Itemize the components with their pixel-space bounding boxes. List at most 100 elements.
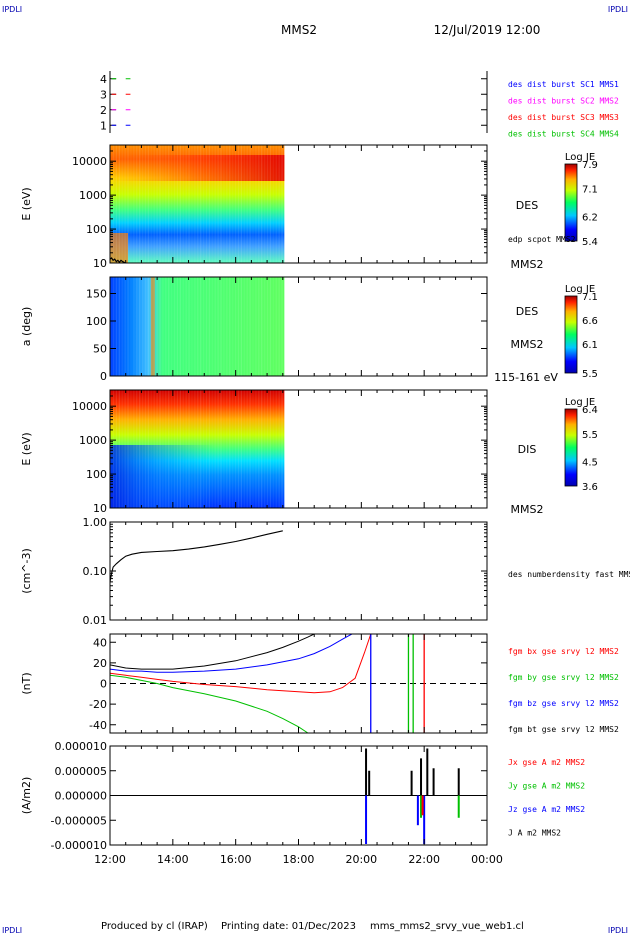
panel-frame: [109, 521, 488, 621]
y-tick-label: 150: [86, 288, 107, 301]
colorbar-tick-label: 6.6: [582, 316, 598, 327]
x-axis: 12:00 14:00 16:00 18:00 20:00 22:00 00:00: [94, 853, 503, 866]
spectrogram-streak: [252, 390, 254, 508]
spectrogram-streak: [191, 390, 193, 508]
spectrogram-streak: [237, 390, 240, 508]
colorbar-tick-label: 7.9: [582, 160, 598, 171]
legend-entry: fgm bt gse srvy l2 MMS2: [508, 725, 619, 734]
spectrogram-streak: [194, 390, 196, 508]
instrument-label: DIS: [518, 443, 537, 456]
spectrogram-dis-energy: [110, 390, 285, 508]
spectrogram-streak: [205, 277, 208, 376]
y-tick-label: 0: [100, 370, 107, 383]
spectrogram-des-energy: [110, 145, 285, 263]
spectrogram-streak: [179, 277, 181, 376]
spectrogram-streak: [124, 390, 126, 508]
footer-produced-by: Produced by cl (IRAP): [101, 921, 208, 932]
spectrogram-streak: [156, 390, 158, 508]
spectrogram-des-pitch: [110, 277, 285, 376]
spectrogram-streak: [144, 277, 147, 376]
spectrogram-streak: [220, 390, 222, 508]
spectrogram-streak: [127, 145, 129, 263]
spectrogram-streak: [144, 390, 147, 508]
spectrogram-streak: [226, 390, 228, 508]
spectrogram-streak: [269, 277, 272, 376]
y-tick-label: 1000: [79, 434, 107, 447]
spectrogram-streak: [214, 390, 216, 508]
spectrogram-streak: [278, 277, 280, 376]
colorbar-tick-label: 3.6: [582, 482, 598, 493]
x-tick-label: 18:00: [283, 853, 315, 866]
corner-label-tr: IPDLI: [608, 5, 628, 14]
legend-entry: Jz gse A m2 MMS2: [508, 805, 585, 814]
spectrogram-streak: [185, 145, 187, 263]
y-axis-label: E (eV): [20, 432, 33, 465]
spectrogram-streak: [124, 277, 126, 376]
y-tick-label: 1000: [79, 189, 107, 202]
spectrogram-streak: [156, 277, 158, 376]
spectrogram-streak: [115, 277, 118, 376]
spectrogram-streak: [240, 145, 242, 263]
y-tick-label: 100: [86, 315, 107, 328]
spectrogram-streak: [159, 145, 161, 263]
spectrogram-streak: [141, 390, 144, 508]
spectrogram-streak: [226, 277, 228, 376]
spectrogram-streak: [202, 390, 205, 508]
spectrogram-streak: [197, 390, 199, 508]
spectrogram-streak: [266, 145, 269, 263]
y-tick-label: -20: [89, 698, 107, 711]
spectrogram-streak: [141, 145, 144, 263]
spectrogram-streak: [211, 145, 213, 263]
spectrogram-streak: [275, 390, 277, 508]
colorbar: [564, 295, 578, 374]
corner-label-bl: IPDLI: [2, 926, 22, 934]
density-panel: 0.01 0.10 1.00 (cm^-3) des numberdensity fas…: [20, 516, 630, 627]
spectrogram-streak: [266, 390, 269, 508]
spectrogram-streak: [281, 145, 283, 263]
spectrogram-streak: [264, 277, 266, 376]
spectrogram-streak: [261, 145, 263, 263]
spectrogram-streak: [232, 390, 234, 508]
spectrogram-patch: [110, 233, 128, 263]
scpot-trace: [109, 257, 126, 264]
y-tick-label: -0.000005: [51, 814, 107, 827]
spectrogram-streak: [121, 145, 123, 263]
spacecraft-label: MMS2: [511, 338, 544, 351]
spectrogram-streak: [191, 145, 193, 263]
b-series-line: [110, 634, 353, 673]
spacecraft-label: MMS2: [511, 258, 544, 271]
corner-label-tl: IPDLI: [2, 5, 22, 14]
b-series: [110, 634, 425, 733]
spectrogram-streak: [176, 145, 179, 263]
spectrogram-streak: [159, 277, 161, 376]
spectrogram-streak: [234, 145, 237, 263]
spectrogram-streak: [229, 390, 231, 508]
spectrogram-streak: [243, 390, 245, 508]
spectrogram-streak: [278, 390, 280, 508]
spectrogram-streak: [202, 277, 205, 376]
y-tick-label: 0.01: [83, 614, 108, 627]
x-tick-label: 22:00: [408, 853, 440, 866]
spectrogram-streak: [240, 390, 242, 508]
spectrogram-streak: [258, 390, 260, 508]
spectrogram-streak: [255, 145, 257, 263]
legend-entry: des dist burst SC3 MMS3: [508, 113, 619, 122]
spectrogram-streak: [249, 277, 251, 376]
spectrogram-streak: [237, 145, 240, 263]
colorbar-tick-label: 7.1: [582, 185, 598, 196]
spectrogram-streak: [217, 145, 219, 263]
corner-label-br: IPDLI: [608, 926, 628, 934]
spectrogram-streak: [243, 145, 245, 263]
spectrogram-streak: [173, 145, 176, 263]
spectrogram-streak: [124, 145, 126, 263]
y-tick-label: 50: [93, 343, 107, 356]
spectrogram-streak: [118, 145, 120, 263]
legend-entry: des dist burst SC4 MMS4: [508, 130, 619, 139]
y-tick-label: 0.000005: [55, 765, 108, 778]
spectrogram-streak: [211, 277, 213, 376]
y-tick-label: -40: [89, 719, 107, 732]
spacecraft-label: MMS2: [511, 503, 544, 516]
spectrogram-streak: [153, 390, 155, 508]
spectrogram-streak: [246, 145, 248, 263]
spectrogram-streak: [179, 390, 181, 508]
